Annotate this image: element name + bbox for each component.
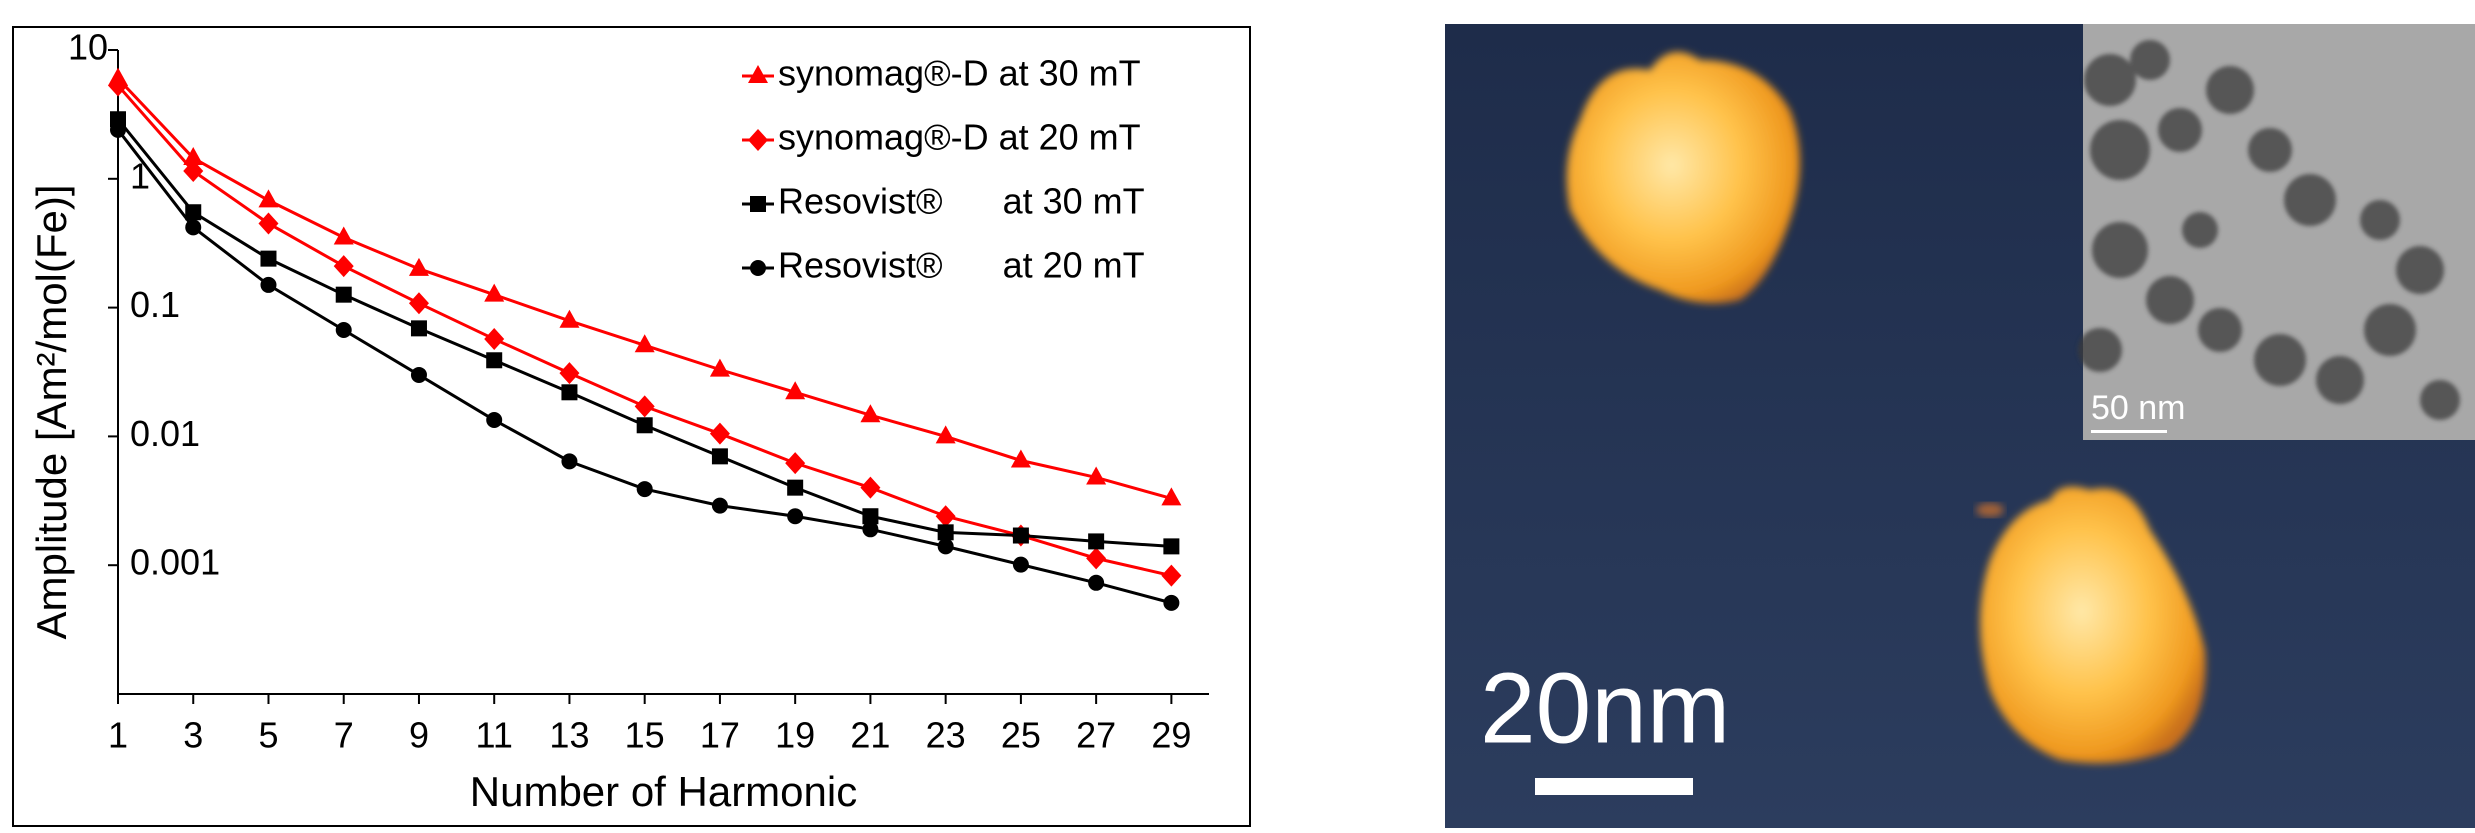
legend-entry: Resovist® at 30 mT bbox=[742, 181, 1145, 222]
data-point bbox=[260, 277, 276, 293]
legend-label: synomag®-D at 30 mT bbox=[778, 53, 1141, 94]
data-point bbox=[1088, 575, 1104, 591]
data-point bbox=[336, 287, 352, 303]
micrograph: 20nm 50 nm bbox=[1445, 24, 2475, 828]
y-tick-label: 0.1 bbox=[130, 284, 180, 325]
scale-bar bbox=[1535, 778, 1693, 795]
data-point bbox=[712, 498, 728, 514]
data-point bbox=[185, 219, 201, 235]
x-tick-label: 9 bbox=[409, 715, 429, 756]
data-point bbox=[637, 481, 653, 497]
inset-scale-bar bbox=[2091, 430, 2167, 433]
data-point bbox=[712, 448, 728, 464]
data-point bbox=[486, 412, 502, 428]
y-tick-label: 0.001 bbox=[130, 542, 220, 583]
data-point bbox=[862, 521, 878, 537]
x-tick-label: 29 bbox=[1151, 715, 1191, 756]
x-tick-label: 27 bbox=[1076, 715, 1116, 756]
x-tick-label: 23 bbox=[926, 715, 966, 756]
data-point bbox=[561, 384, 577, 400]
data-point bbox=[110, 122, 126, 138]
data-point bbox=[1013, 557, 1029, 573]
data-point bbox=[411, 320, 427, 336]
data-point bbox=[787, 508, 803, 524]
data-point bbox=[787, 480, 803, 496]
page: 0.0010.010.11101357911131517192123252729… bbox=[0, 0, 2475, 828]
legend-entry: synomag®-D at 20 mT bbox=[742, 117, 1141, 158]
data-point bbox=[938, 538, 954, 554]
data-point bbox=[411, 367, 427, 383]
y-tick-label: 0.01 bbox=[130, 413, 200, 454]
x-tick-label: 17 bbox=[700, 715, 740, 756]
y-axis-label: Amplitude [Am²/mol(Fe)] bbox=[28, 184, 75, 639]
data-point bbox=[1013, 528, 1029, 544]
x-tick-label: 21 bbox=[850, 715, 890, 756]
data-point bbox=[938, 524, 954, 540]
x-tick-label: 1 bbox=[108, 715, 128, 756]
data-point bbox=[336, 322, 352, 338]
y-tick-label: 10 bbox=[68, 27, 108, 68]
data-point bbox=[1163, 595, 1179, 611]
x-tick-label: 19 bbox=[775, 715, 815, 756]
x-tick-label: 11 bbox=[476, 715, 513, 756]
inset: 50 nm bbox=[2078, 24, 2475, 440]
legend-entry: synomag®-D at 30 mT bbox=[742, 53, 1141, 94]
data-point bbox=[260, 251, 276, 267]
data-point bbox=[1088, 533, 1104, 549]
legend-marker bbox=[750, 260, 766, 276]
legend-label: Resovist® at 30 mT bbox=[778, 181, 1145, 222]
scale-bar-label: 20nm bbox=[1480, 652, 1730, 764]
legend-marker bbox=[750, 196, 766, 212]
x-tick-label: 25 bbox=[1001, 715, 1041, 756]
inset-scale-label: 50 nm bbox=[2091, 389, 2186, 427]
legend-label: Resovist® at 20 mT bbox=[778, 245, 1145, 286]
legend-label: synomag®-D at 20 mT bbox=[778, 117, 1141, 158]
data-point bbox=[486, 352, 502, 368]
x-tick-label: 7 bbox=[334, 715, 354, 756]
y-tick-label: 1 bbox=[130, 155, 150, 196]
x-tick-label: 5 bbox=[258, 715, 278, 756]
x-axis-label: Number of Harmonic bbox=[470, 768, 857, 815]
x-tick-label: 3 bbox=[183, 715, 203, 756]
data-point bbox=[561, 453, 577, 469]
data-point bbox=[637, 417, 653, 433]
particle-fragment bbox=[1976, 503, 2004, 517]
x-tick-label: 15 bbox=[625, 715, 665, 756]
data-point bbox=[1163, 538, 1179, 554]
legend-entry: Resovist® at 20 mT bbox=[742, 245, 1145, 286]
x-tick-label: 13 bbox=[549, 715, 589, 756]
